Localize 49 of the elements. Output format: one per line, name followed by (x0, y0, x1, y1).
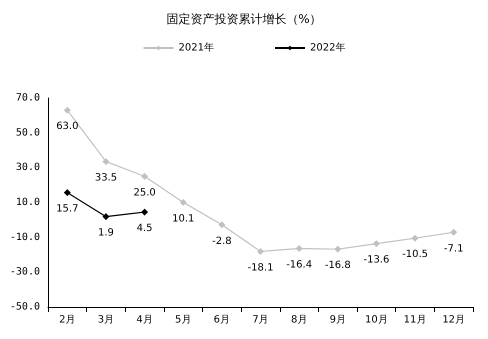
data-label: -13.6 (363, 254, 390, 266)
x-tick-label: 6月 (214, 314, 230, 326)
point (102, 158, 110, 166)
data-label: 33.5 (94, 172, 118, 184)
point (450, 228, 458, 236)
x-tick-label: 11月 (404, 314, 426, 326)
data-label: -7.1 (444, 243, 464, 254)
data-label: 15.7 (56, 204, 78, 215)
x-tick-label: 4月 (136, 314, 153, 326)
x-tick-label: 8月 (290, 314, 308, 326)
x-tick-label: 9月 (330, 314, 346, 326)
data-label: 25.0 (133, 187, 156, 198)
point (296, 244, 303, 252)
y-tick-label: 10.0 (16, 197, 40, 208)
point (372, 240, 380, 248)
x-tick-label: 12月 (442, 314, 466, 326)
y-tick-label: -10.0 (10, 232, 40, 243)
y-tick-label: 30.0 (16, 162, 40, 174)
x-tick-label: 2月 (59, 314, 76, 326)
data-label: 63.0 (56, 121, 78, 132)
chart-title: 固定资产投资累计增长（%） (166, 12, 322, 26)
data-label: -16.4 (286, 259, 312, 270)
point (141, 208, 148, 216)
point (64, 189, 71, 196)
y-tick-label: -50.0 (10, 302, 40, 312)
legend-label: 2022年 (310, 42, 346, 54)
point (218, 221, 226, 228)
x-tick-label: 7月 (252, 314, 269, 326)
point (180, 198, 187, 206)
point (141, 172, 148, 180)
x-tick-label: 3月 (98, 314, 114, 326)
point (257, 248, 264, 255)
x-tick-label: 5月 (175, 314, 192, 326)
legend-label: 2021年 (178, 42, 214, 54)
point (64, 106, 71, 114)
point (334, 246, 342, 253)
data-label: -2.8 (212, 236, 232, 247)
x-tick-label: 10月 (365, 314, 388, 326)
data-label: 4.5 (136, 223, 153, 234)
y-tick-label: -30.0 (10, 266, 40, 278)
point (102, 213, 110, 220)
y-tick-label: 70.0 (16, 92, 40, 104)
data-label: 1.9 (98, 228, 114, 239)
y-tick-label: 50.0 (16, 127, 40, 138)
data-label: 10.1 (172, 213, 194, 224)
data-label: -18.1 (248, 262, 274, 274)
point (412, 234, 419, 242)
data-label: -10.5 (402, 249, 428, 260)
data-label: -16.8 (324, 260, 351, 272)
